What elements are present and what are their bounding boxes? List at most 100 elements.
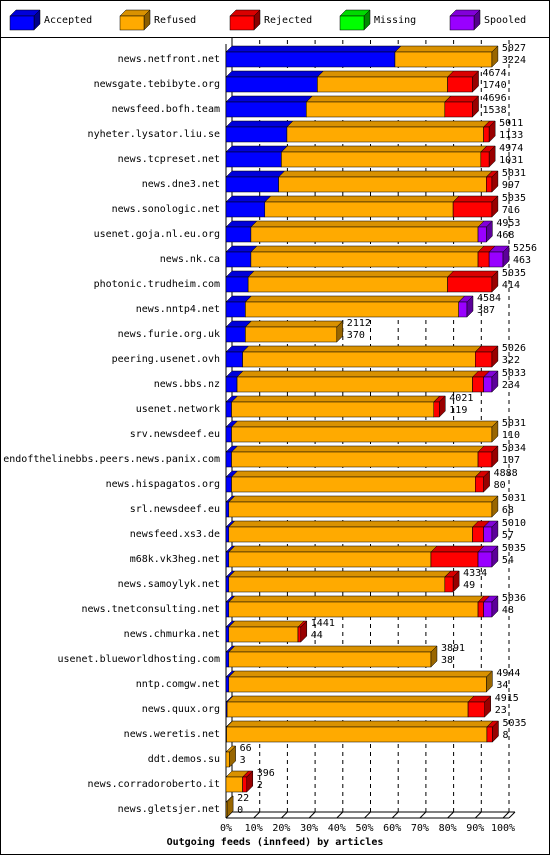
bar-segment (225, 301, 246, 318)
bar-segment-side (491, 495, 499, 518)
accepted-label: 716 (502, 205, 520, 216)
axis-line (508, 811, 516, 819)
bar-segment (447, 276, 493, 293)
offered-label: 5026 (502, 343, 526, 354)
legend-label: Refused (154, 15, 196, 26)
offered-label: 4915 (495, 693, 519, 704)
bar-segment-top (226, 695, 475, 703)
bar-segment (297, 626, 302, 643)
category-label: news.quux.org (142, 704, 220, 715)
bar-segment (444, 576, 454, 593)
offered-label: 1441 (311, 618, 335, 629)
bar-segment-side (491, 545, 499, 568)
bar-segment-top (242, 345, 482, 353)
offered-label: 5036 (502, 593, 526, 604)
accepted-label: 234 (502, 380, 520, 391)
offered-label: 5031 (502, 493, 526, 504)
accepted-label: 1538 (483, 105, 507, 116)
bar-segment (225, 251, 252, 268)
offered-label: 5033 (502, 368, 526, 379)
accepted-label: 1133 (499, 130, 523, 141)
bar-segment-side (472, 70, 479, 93)
accepted-label: 3 (240, 755, 246, 766)
accepted-label: 54 (502, 555, 514, 566)
category-label: news.weretis.net (124, 729, 220, 740)
legend-swatch (339, 15, 365, 31)
x-tick (253, 811, 261, 819)
category-label: news.samoylyk.net (118, 579, 220, 590)
bar-segment (472, 376, 484, 393)
bar-segment-top (244, 295, 466, 303)
accepted-label: 1740 (483, 80, 507, 91)
bar-segment (228, 501, 493, 518)
bar-segment (278, 176, 487, 193)
legend-swatch (119, 15, 145, 31)
x-tick-label: 100% (491, 823, 515, 834)
bar-segment-top (225, 145, 289, 153)
bar-segment (231, 401, 434, 418)
bar-segment-side (483, 470, 490, 493)
bar-segment (225, 776, 243, 793)
category-label: usenet.goja.nl.eu.org (94, 229, 220, 240)
accepted-label: 2 (257, 780, 263, 791)
bar-segment (472, 526, 484, 543)
category-label: ddt.demos.su (148, 754, 220, 765)
bar-segment-side (336, 320, 344, 343)
legend-label: Rejected (264, 15, 312, 26)
bar-segment-top (244, 320, 344, 328)
bar-segment (452, 201, 493, 218)
category-label: peering.usenet.ovh (112, 354, 220, 365)
bar-segment (225, 526, 230, 543)
bar-segment (225, 651, 230, 668)
bar-segment (231, 476, 476, 493)
accepted-label: 3224 (502, 55, 526, 66)
category-label: news.furie.org.uk (118, 329, 220, 340)
x-tick (336, 811, 344, 819)
accepted-label: 68 (502, 505, 514, 516)
offered-label: 5035 (502, 543, 526, 554)
accepted-label: 110 (502, 430, 520, 441)
bar-segment (225, 376, 238, 393)
bar-segment (225, 751, 230, 768)
bar-segment (225, 226, 252, 243)
legend-label: Accepted (44, 15, 92, 26)
bar-segment-top (446, 270, 499, 278)
x-tick (474, 811, 482, 819)
offered-label: 4021 (449, 393, 473, 404)
x-tick (364, 811, 371, 819)
bar-segment (225, 151, 282, 168)
bar-segment (444, 101, 473, 118)
category-label: srv.newsdeef.eu (130, 429, 220, 440)
accepted-label: 463 (513, 255, 531, 266)
bar-segment (225, 676, 230, 693)
bar-segment-side (491, 170, 499, 193)
category-label: news.tnetconsulting.net (82, 604, 220, 615)
bar-segment-side (486, 220, 493, 243)
bar-segment-side (491, 420, 499, 443)
accepted-label: 23 (495, 705, 507, 716)
bar-segment (226, 726, 488, 743)
bar-segment-top (228, 495, 499, 503)
category-label: srl.newsdeef.eu (130, 504, 220, 515)
bar-segment (306, 101, 446, 118)
bar-segment-side (430, 645, 438, 668)
legend-swatch (9, 15, 35, 31)
bar-segment (247, 276, 448, 293)
bar-segment (281, 151, 482, 168)
bar-segment-top (230, 470, 482, 478)
accepted-label: 107 (502, 455, 520, 466)
bar-segment (225, 551, 230, 568)
bar-segment-side (466, 295, 474, 318)
bar-segment (225, 426, 232, 443)
bar-segment (228, 551, 432, 568)
accepted-label: 370 (347, 330, 365, 341)
bar-segment-top (430, 545, 485, 553)
bar-segment-side (452, 570, 460, 593)
bar-segment-side (491, 45, 499, 68)
x-tick-label: 10% (245, 823, 263, 834)
bar-segment (447, 76, 473, 93)
accepted-label: 57 (502, 530, 514, 541)
bar-segment-top (280, 145, 488, 153)
legend-swatch (229, 15, 255, 31)
